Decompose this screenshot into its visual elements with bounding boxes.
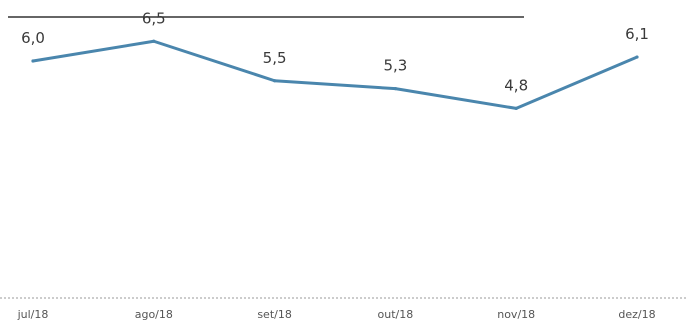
data-point-ago-18 <box>152 39 156 43</box>
series-layer <box>31 39 639 110</box>
x-tick-label-set-18: set/18 <box>257 308 292 321</box>
value-labels: 6,0 6,5 5,5 5,3 4,8 6,1 <box>21 9 649 94</box>
data-point-out-18 <box>393 87 397 91</box>
data-point-set-18 <box>273 79 277 83</box>
data-point-dez-18 <box>635 55 639 59</box>
x-tick-label-dez-18: dez/18 <box>618 308 655 321</box>
data-point-nov-18 <box>514 106 518 110</box>
data-label-set-18: 5,5 <box>263 49 287 67</box>
series-line <box>31 39 639 110</box>
data-point-jul-18 <box>31 59 35 63</box>
x-tick-label-out-18: out/18 <box>378 308 414 321</box>
x-tick-label-nov-18: nov/18 <box>497 308 535 321</box>
data-label-ago-18: 6,5 <box>142 9 166 27</box>
data-label-dez-18: 6,1 <box>625 25 649 43</box>
data-label-jul-18: 6,0 <box>21 29 45 47</box>
x-tick-label-ago-18: ago/18 <box>135 308 173 321</box>
x-tick-label-jul-18: jul/18 <box>17 308 49 321</box>
data-label-nov-18: 4,8 <box>504 76 528 94</box>
x-axis-tick-labels: jul/18 ago/18 set/18 out/18 nov/18 dez/18 <box>17 308 656 321</box>
data-label-out-18: 5,3 <box>383 57 407 75</box>
